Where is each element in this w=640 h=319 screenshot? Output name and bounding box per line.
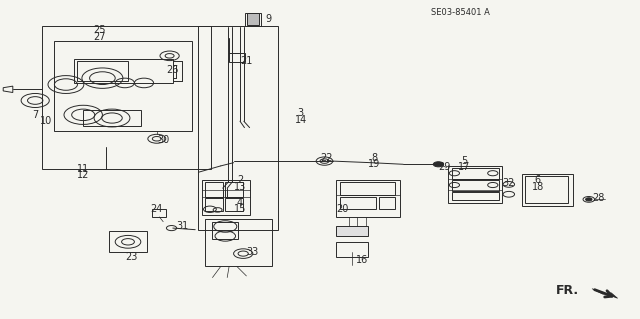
Text: 28: 28	[592, 193, 605, 203]
Bar	[202, 180, 250, 215]
Bar	[225, 182, 243, 197]
Bar	[247, 13, 259, 25]
Text: 22: 22	[320, 153, 333, 163]
Text: 15: 15	[234, 204, 246, 214]
Bar	[340, 197, 376, 209]
Text: SE03-85401 A: SE03-85401 A	[431, 8, 490, 17]
Bar	[205, 182, 223, 197]
Text: 13: 13	[234, 182, 246, 192]
Text: 11: 11	[77, 164, 90, 174]
Bar	[152, 209, 166, 217]
Text: 18: 18	[531, 182, 544, 192]
Bar	[452, 168, 499, 179]
Bar	[109, 231, 147, 252]
Bar	[525, 176, 568, 203]
Text: 9: 9	[266, 14, 272, 24]
Bar	[74, 59, 173, 83]
Text: 23: 23	[125, 252, 138, 262]
Bar	[205, 219, 272, 266]
Bar	[212, 222, 238, 239]
Text: 4: 4	[237, 197, 243, 208]
Text: 30: 30	[157, 135, 170, 145]
Bar	[205, 198, 223, 211]
Text: FR.: FR.	[556, 284, 579, 297]
Bar	[336, 242, 368, 257]
Text: 3: 3	[298, 108, 304, 118]
Text: 5: 5	[461, 156, 467, 166]
Text: 16: 16	[355, 255, 368, 265]
Bar	[452, 180, 499, 191]
Text: 7: 7	[32, 110, 38, 120]
Bar	[379, 197, 395, 209]
Bar	[522, 174, 573, 206]
Bar	[340, 182, 395, 195]
Text: 24: 24	[150, 204, 163, 214]
Text: 33: 33	[246, 247, 259, 257]
Text: 25: 25	[93, 25, 106, 35]
Bar	[452, 192, 499, 200]
Bar	[229, 53, 245, 62]
Text: 6: 6	[534, 175, 541, 185]
Text: 10: 10	[40, 116, 52, 126]
Text: 32: 32	[502, 178, 515, 189]
Text: 29: 29	[438, 162, 451, 173]
Text: 2: 2	[237, 175, 243, 185]
Bar	[42, 26, 211, 169]
Text: 12: 12	[77, 170, 90, 181]
Text: 17: 17	[458, 162, 470, 173]
Circle shape	[433, 162, 444, 167]
Circle shape	[586, 198, 592, 201]
Bar	[245, 13, 261, 26]
Text: 20: 20	[336, 204, 349, 214]
Text: 21: 21	[240, 56, 253, 66]
Text: 31: 31	[176, 221, 189, 232]
Bar	[83, 110, 141, 126]
Text: 14: 14	[294, 115, 307, 125]
Bar	[225, 198, 243, 211]
Polygon shape	[592, 289, 618, 298]
Text: 26: 26	[166, 65, 179, 75]
Bar	[448, 166, 502, 203]
Bar	[77, 61, 128, 81]
Text: 19: 19	[368, 159, 381, 169]
Bar	[198, 26, 278, 230]
Bar	[336, 180, 400, 217]
Text: 8: 8	[371, 153, 378, 163]
Bar	[54, 41, 192, 131]
Bar	[336, 226, 368, 236]
Text: 27: 27	[93, 32, 106, 42]
